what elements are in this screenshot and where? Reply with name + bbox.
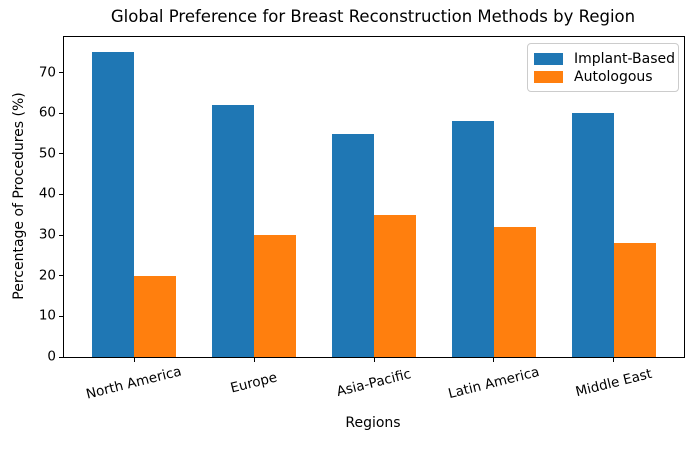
bar-autologous-north-america [134, 275, 177, 357]
bar-implant-based-asia-pacific [332, 133, 374, 357]
x-tick [493, 358, 495, 362]
y-tick [59, 315, 63, 317]
y-axis-label: Percentage of Procedures (%) [11, 92, 27, 300]
legend-item: Implant-Based [534, 50, 675, 67]
x-tick [613, 358, 615, 362]
legend-swatch-autologous [534, 70, 563, 83]
bar-implant-based-middle-east [571, 113, 614, 357]
y-tick [59, 234, 63, 236]
legend: Implant-Based Autologous [527, 43, 679, 92]
y-tick [59, 275, 63, 277]
bar-implant-based-north-america [92, 52, 135, 357]
y-tick-label: 20 [38, 266, 56, 283]
bar-autologous-middle-east [613, 243, 656, 357]
legend-item: Autologous [534, 68, 670, 85]
legend-swatch-implant-based [534, 52, 563, 65]
x-tick-label-middle-east: Middle East [573, 365, 654, 401]
y-tick-label: 40 [38, 185, 56, 202]
y-tick [59, 356, 63, 358]
y-tick-label: 60 [38, 104, 56, 121]
x-tick [373, 358, 375, 362]
bar-implant-based-europe [212, 105, 255, 357]
y-tick-label: 70 [38, 63, 56, 80]
y-tick [59, 193, 63, 195]
y-tick-label: 50 [38, 145, 56, 162]
x-axis-label: Regions [345, 415, 401, 431]
y-tick [59, 112, 63, 114]
y-tick-label: 30 [38, 226, 56, 243]
y-tick [59, 72, 63, 74]
bar-autologous-latin-america [493, 226, 536, 357]
y-tick-label: 0 [47, 348, 56, 365]
x-tick [133, 358, 135, 362]
x-tick [253, 358, 255, 362]
legend-label: Autologous [574, 68, 653, 85]
bar-autologous-europe [254, 235, 297, 357]
bar-autologous-asia-pacific [374, 214, 416, 357]
y-tick [59, 153, 63, 155]
y-tick-label: 10 [38, 307, 56, 324]
legend-label: Implant-Based [574, 50, 676, 67]
bar-implant-based-latin-america [451, 121, 494, 357]
chart-title: Global Preference for Breast Reconstruct… [110, 7, 636, 26]
